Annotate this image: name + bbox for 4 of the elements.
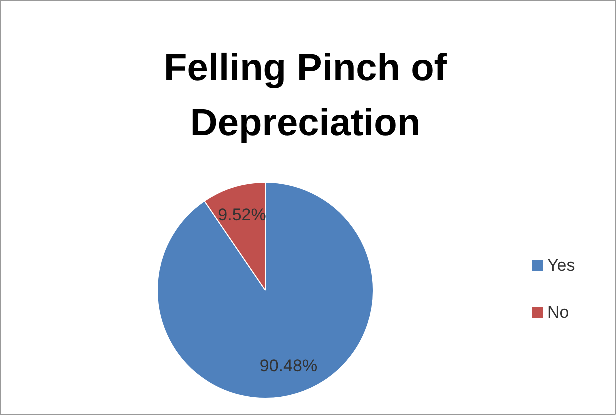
legend-label: Yes bbox=[548, 256, 576, 275]
data-label: 90.48% bbox=[260, 356, 318, 376]
chart-title: Felling Pinch of Depreciation bbox=[164, 48, 448, 144]
legend-label: No bbox=[548, 303, 570, 322]
